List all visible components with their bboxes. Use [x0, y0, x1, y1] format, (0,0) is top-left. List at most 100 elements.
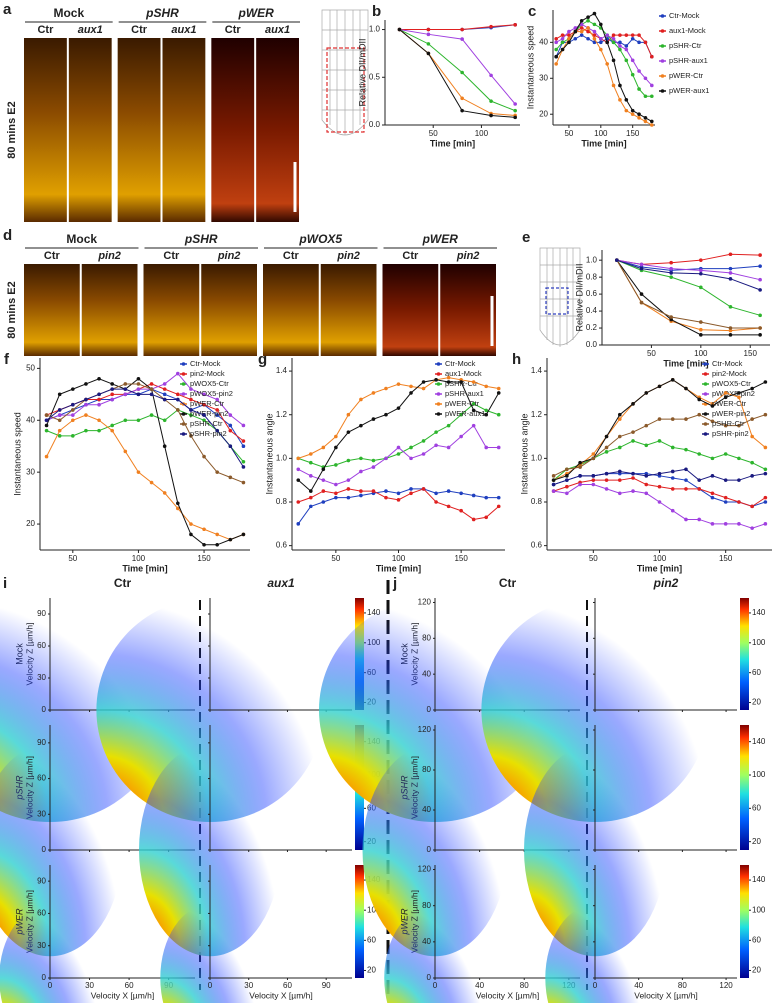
data-point: [639, 292, 644, 296]
series-line: [555, 23, 653, 86]
data-point: [657, 471, 662, 476]
data-point: [578, 474, 582, 478]
data-point: [434, 443, 438, 448]
root-schematic-b: [321, 9, 369, 136]
y-tick-label: 1.4: [276, 366, 288, 375]
data-point: [699, 327, 703, 332]
micrograph: [201, 264, 257, 356]
data-point: [162, 387, 167, 391]
data-point: [728, 271, 733, 275]
x-tick-label: 100: [694, 349, 708, 358]
data-point: [346, 412, 351, 417]
legend-label: pWER-aux1: [445, 409, 485, 418]
subcolumn-label: Ctr: [44, 250, 61, 262]
data-point: [737, 423, 741, 428]
data-point: [459, 434, 463, 439]
column-label: pSHR: [184, 232, 218, 246]
legend-label: pWER-Ctr: [669, 71, 704, 80]
data-point: [631, 476, 635, 480]
data-point: [97, 397, 101, 402]
data-point: [176, 408, 180, 412]
data-point: [321, 500, 326, 504]
data-point: [758, 264, 762, 268]
y-tick-label: 80: [422, 901, 431, 910]
legend-label: pWOX5-Ctr: [190, 379, 229, 388]
data-point: [737, 478, 741, 482]
data-point: [554, 62, 558, 66]
data-point: [657, 500, 662, 504]
legend-marker: [181, 412, 186, 416]
legend-label: aux1-Mock: [445, 369, 482, 378]
subcolumn-label: aux1: [265, 24, 290, 36]
micrograph: [24, 264, 80, 356]
data-point: [136, 387, 141, 391]
data-point: [57, 413, 62, 417]
data-point: [496, 504, 501, 509]
data-point: [630, 112, 635, 117]
legend-label: pWER-pin2: [712, 409, 750, 418]
y-tick-label: 80: [422, 765, 431, 774]
data-point: [176, 397, 180, 402]
data-point: [624, 47, 629, 52]
data-point: [434, 378, 438, 382]
data-point: [123, 418, 128, 423]
data-point: [162, 392, 167, 397]
data-point: [202, 527, 206, 532]
y-tick-label: 90: [37, 876, 46, 885]
data-point: [650, 83, 654, 88]
x-tick-label: 100: [475, 129, 489, 138]
data-point: [228, 444, 233, 449]
data-point: [604, 471, 609, 476]
data-point: [334, 482, 338, 487]
y-tick-label: 40: [26, 415, 35, 424]
data-point: [296, 467, 301, 472]
data-point: [579, 26, 584, 30]
data-point: [202, 392, 206, 397]
data-point: [426, 27, 431, 32]
subcolumn-label: pin2: [97, 250, 121, 262]
data-point: [421, 439, 426, 443]
data-point: [189, 397, 193, 402]
micrograph: [320, 264, 377, 356]
y-tick-label: 0: [427, 845, 432, 854]
data-point: [599, 40, 603, 45]
data-point: [426, 42, 431, 46]
data-point: [560, 33, 565, 37]
data-point: [162, 382, 167, 386]
series-line: [616, 259, 761, 329]
data-point: [617, 417, 622, 421]
y-tick-label: 40: [422, 805, 431, 814]
x-tick-label: 120: [719, 981, 733, 990]
y-axis-title: Instantaneous speed: [12, 412, 22, 496]
colorbar-tick-label: 100: [367, 905, 381, 914]
x-tick-label: 50: [68, 554, 77, 563]
data-point: [710, 419, 715, 424]
legend-label: pWER-Ctr: [712, 399, 747, 408]
legend-label: pWER-aux1: [669, 86, 709, 95]
data-point: [241, 465, 246, 469]
y-tick-label: 60: [37, 909, 46, 918]
data-point: [617, 445, 622, 450]
y-tick-label: 60: [37, 774, 46, 783]
micrograph: [440, 264, 496, 356]
legend-label: pSHR-Ctr: [190, 419, 223, 428]
data-point: [591, 474, 596, 478]
data-point: [136, 382, 141, 386]
data-point: [763, 500, 768, 504]
data-point: [228, 537, 233, 542]
y-tick-label: 90: [37, 738, 46, 747]
data-point: [592, 11, 597, 16]
series-line: [616, 253, 761, 265]
colorbar: [740, 725, 749, 850]
data-point: [624, 44, 629, 48]
data-point: [697, 397, 702, 402]
data-point: [723, 391, 728, 395]
colorbar-tick-label: 140: [752, 608, 766, 617]
x-tick-label: 100: [594, 129, 608, 138]
data-point: [763, 445, 768, 450]
series-line: [399, 24, 516, 31]
data-point: [728, 333, 733, 337]
x-tick-label: 0: [593, 981, 598, 990]
y-tick-label: 1.0: [369, 25, 381, 34]
data-point: [723, 495, 728, 500]
